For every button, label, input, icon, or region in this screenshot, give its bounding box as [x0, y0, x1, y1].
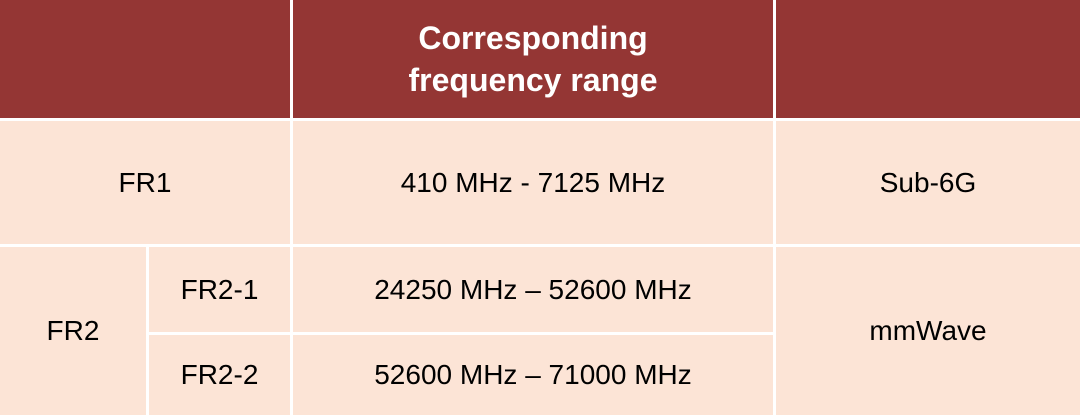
range-cell: 52600 MHz – 71000 MHz	[293, 335, 773, 415]
band-cell: FR1	[0, 121, 290, 244]
name-cell: mmWave	[776, 247, 1080, 415]
sub-band-cell: FR2-2	[149, 335, 290, 415]
name-cell: Sub-6G	[776, 121, 1080, 244]
range-cell: 24250 MHz – 52600 MHz	[293, 247, 773, 332]
header-cell: Corresponding frequency range	[293, 0, 773, 118]
range-cell: 410 MHz - 7125 MHz	[293, 121, 773, 244]
header-title: Corresponding frequency range	[408, 20, 658, 98]
header-cell	[776, 0, 1080, 118]
band-cell: FR2	[0, 247, 146, 415]
header-cell	[0, 0, 290, 118]
sub-band-cell: FR2-1	[149, 247, 290, 332]
